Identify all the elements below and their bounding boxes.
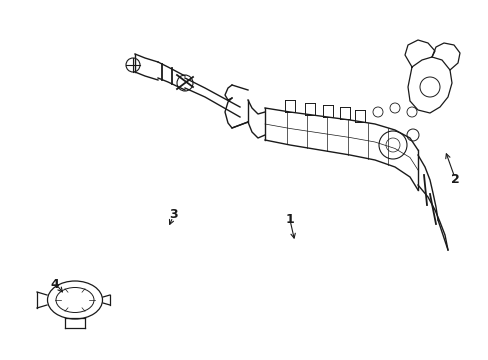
Text: 4: 4 xyxy=(51,279,59,292)
Text: 2: 2 xyxy=(450,174,458,186)
Text: 1: 1 xyxy=(285,213,294,226)
Text: 3: 3 xyxy=(168,208,177,221)
